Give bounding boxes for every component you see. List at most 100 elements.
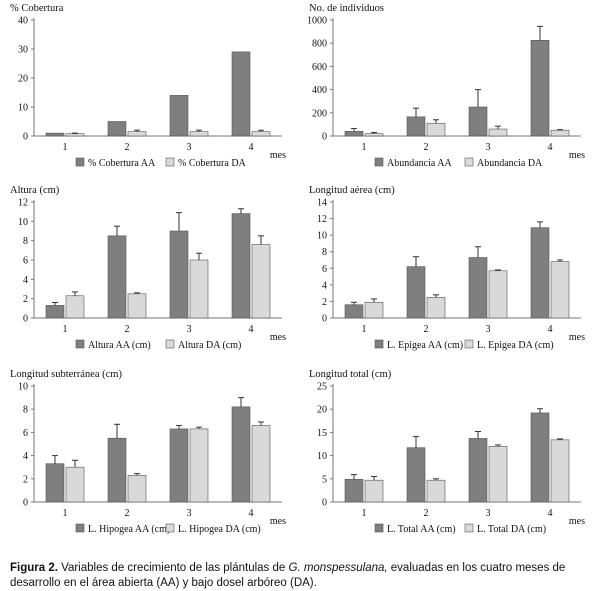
y-tick-label: 15 [317, 428, 327, 439]
x-tick-label: 4 [548, 142, 553, 153]
x-tick-label: 3 [486, 324, 491, 335]
bar-aa [406, 266, 426, 319]
bar-aa [468, 438, 488, 503]
y-tick-label: 6 [23, 256, 28, 267]
bar-da [364, 479, 384, 503]
y-tick-label: 6 [322, 264, 327, 275]
y-tick-label: 5 [322, 474, 327, 485]
y-tick-label: 0 [322, 314, 327, 325]
figure-caption: Figura 2. Variables de crecimiento de la… [10, 561, 590, 591]
y-tick-label: 0 [23, 132, 28, 143]
bar-aa [406, 447, 426, 503]
y-tick-label: 0 [322, 498, 327, 509]
x-axis-label: mes [270, 516, 286, 527]
caption-text-before: Variables de crecimiento de las plántula… [57, 562, 289, 574]
legend-swatch-da [464, 523, 474, 533]
chart-title: Altura (cm) [10, 185, 60, 196]
bar-da [550, 261, 570, 319]
y-tick-label: 25 [317, 382, 327, 393]
chart-individuos-svg: No. de individuos 0 200 400 600 800 1000 1 2 3 4 me… [307, 3, 585, 169]
bar-aa [107, 121, 127, 137]
bar-aa [231, 406, 251, 503]
x-tick-label: 3 [486, 142, 491, 153]
bar-aa [45, 463, 65, 503]
bar-aa [344, 304, 364, 319]
bar-da [426, 479, 446, 503]
y-tick-label: 6 [23, 428, 28, 439]
y-tick-label: 20 [317, 405, 327, 416]
y-tick-label: 20 [18, 74, 28, 85]
bar-aa [530, 227, 550, 319]
x-axis-label: mes [270, 332, 286, 343]
bar-aa [169, 428, 189, 503]
legend-swatch-da [464, 157, 474, 167]
x-tick-label: 1 [63, 324, 68, 335]
y-tick-label: 200 [312, 108, 327, 119]
y-tick-label: 4 [23, 275, 28, 286]
chart-title: Longitud total (cm) [309, 369, 392, 380]
chart-altura: Altura (cm) 0 2 4 6 8 10 12 1 2 3 4 mes Altura AA (cm… [0, 182, 299, 362]
legend-label-aa: Abundancia AA [387, 158, 452, 169]
y-tick-label: 4 [322, 280, 327, 291]
bar-aa [231, 213, 251, 319]
y-tick-label: 14 [317, 198, 327, 209]
bar-aa [530, 39, 550, 137]
bar-da [488, 446, 508, 503]
y-tick-label: 8 [322, 247, 327, 258]
legend-label-da: Abundancia DA [477, 158, 543, 169]
x-tick-label: 4 [249, 324, 254, 335]
y-tick-label: 30 [18, 45, 28, 56]
y-tick-label: 1000 [307, 16, 327, 27]
bar-da [251, 131, 271, 137]
bar-aa [344, 478, 364, 503]
bar-da [127, 475, 147, 503]
x-tick-label: 3 [187, 142, 192, 153]
bar-da [550, 129, 570, 137]
legend-swatch-aa [75, 523, 85, 533]
y-tick-label: 4 [23, 451, 28, 462]
legend-label-aa: L. Epigea AA (cm) [387, 340, 463, 351]
legend-swatch-da [464, 339, 474, 349]
x-tick-label: 2 [424, 508, 429, 519]
y-tick-label: 12 [18, 198, 28, 209]
bar-aa [406, 116, 426, 137]
bar-da [488, 128, 508, 137]
legend-label-aa: L. Hipogea AA (cm) [88, 524, 170, 535]
bar-da [189, 428, 209, 503]
x-tick-label: 1 [362, 324, 367, 335]
x-tick-label: 1 [362, 508, 367, 519]
x-tick-label: 3 [187, 324, 192, 335]
chart-title: No. de individuos [309, 3, 384, 14]
legend-swatch-aa [374, 523, 384, 533]
x-tick-label: 4 [548, 324, 553, 335]
bar-da [189, 131, 209, 137]
x-axis-label: mes [270, 150, 286, 161]
y-tick-label: 2 [23, 474, 28, 485]
x-tick-label: 1 [63, 508, 68, 519]
bar-da [550, 439, 570, 503]
bar-aa [45, 305, 65, 319]
legend-label-da: L. Hipogea DA (cm) [178, 524, 261, 535]
y-tick-label: 10 [18, 217, 28, 228]
y-tick-label: 0 [322, 132, 327, 143]
bar-aa [344, 131, 364, 137]
y-tick-label: 12 [317, 214, 327, 225]
chart-title: Longitud aérea (cm) [309, 185, 395, 196]
bar-aa [530, 412, 550, 503]
y-tick-label: 10 [18, 382, 28, 393]
legend-label-aa: % Cobertura AA [88, 158, 156, 169]
bar-aa [45, 132, 65, 137]
caption-species: G. monspessulana, [288, 562, 388, 574]
chart-cobertura: % Cobertura 0 10 20 30 40 1 2 3 4 mes % Cobertura A… [0, 0, 299, 180]
chart-title: % Cobertura [10, 3, 64, 14]
x-tick-label: 3 [486, 508, 491, 519]
x-tick-label: 2 [125, 324, 130, 335]
bar-da [127, 131, 147, 137]
legend-swatch-aa [75, 339, 85, 349]
chart-individuos: No. de individuos 0 200 400 600 800 1000 1 2 3 4 me… [299, 0, 598, 180]
x-tick-label: 2 [424, 324, 429, 335]
legend-label-da: L. Total DA (cm) [477, 524, 546, 535]
legend-label-aa: Altura AA (cm) [88, 340, 151, 351]
